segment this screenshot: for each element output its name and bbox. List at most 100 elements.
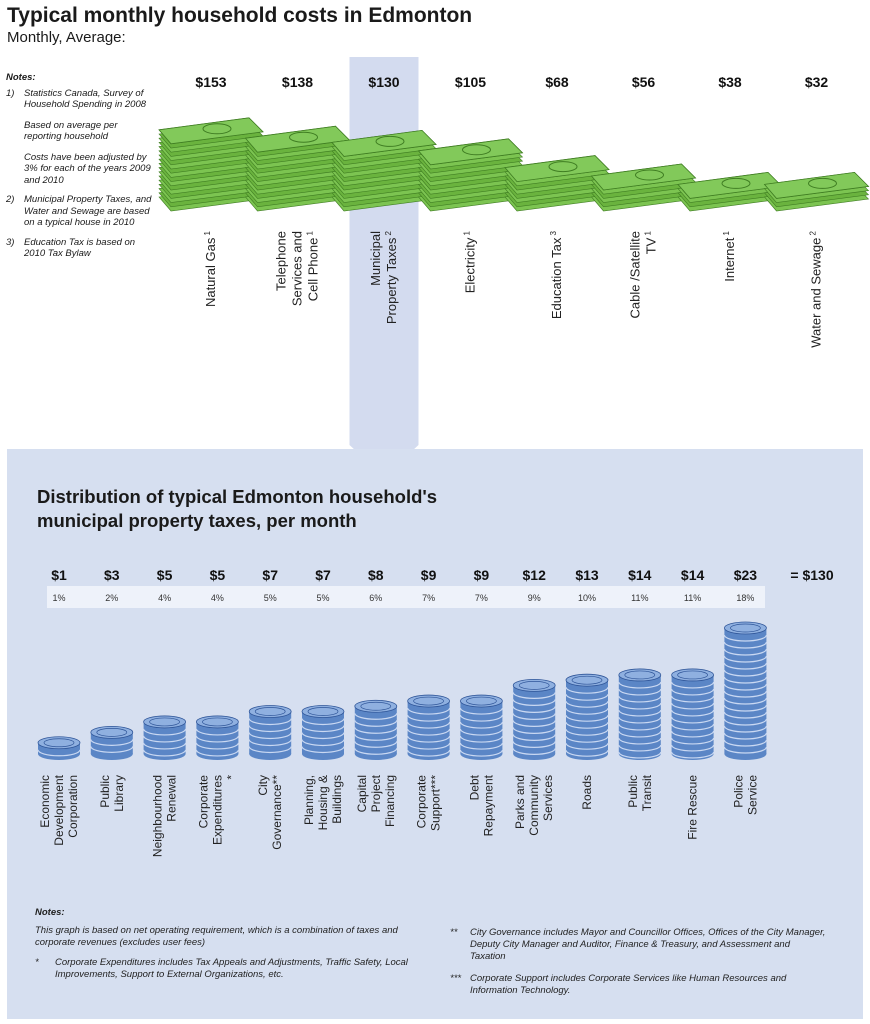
tax-value-label: $5	[210, 567, 226, 583]
tax-value-label: $13	[575, 567, 599, 583]
tax-percent-label: 10%	[578, 593, 596, 603]
tax-percent-label: 9%	[528, 593, 541, 603]
tax-value-label: $7	[262, 567, 278, 583]
cost-value-label: $138	[282, 74, 313, 90]
tax-value-label: $1	[51, 567, 67, 583]
money-stack	[590, 163, 697, 212]
tax-category-label: PublicTransit	[626, 774, 654, 811]
note-3: 3) Education Tax is based on 2010 Tax By…	[6, 237, 154, 260]
notes-heading: Notes:	[6, 72, 36, 83]
note-1: 1) Statistics Canada, Survey of Househol…	[6, 88, 154, 187]
coin-stack	[618, 668, 662, 760]
cost-value-label: $38	[718, 74, 742, 90]
tax-value-label: $23	[734, 567, 758, 583]
household-costs-chart: $153 Natural Gas 1 $138 TelephoneServices a…	[158, 57, 870, 477]
tax-category-label: NeighbourhoodRenewal	[151, 775, 179, 857]
coin-stack	[723, 621, 767, 760]
coin-stack	[37, 736, 81, 760]
cost-value-label: $32	[805, 74, 829, 90]
money-stack	[417, 138, 524, 212]
tax-category-label: PublicLibrary	[98, 775, 126, 812]
cost-value-label: $68	[545, 74, 569, 90]
tax-percent-label: 2%	[105, 593, 118, 603]
coin-stack	[248, 705, 292, 760]
property-tax-panel: Distribution of typical Edmonton househo…	[7, 449, 863, 1019]
tax-category-label: Planning,Housing &Buildings	[302, 775, 344, 830]
tax-percent-label: 11%	[631, 593, 648, 603]
cost-category-label: Natural Gas 1	[203, 230, 218, 307]
money-stack	[331, 129, 437, 212]
bottom-note-star1-mark: *	[35, 957, 39, 968]
tax-percent-label: 6%	[369, 593, 382, 603]
coin-stack	[143, 715, 187, 760]
tax-category-label: Fire Rescue	[686, 775, 700, 840]
bottom-notes-left: Notes: This graph is based on net operat…	[35, 907, 435, 987]
note-1c-text: Costs have been adjusted by 3% for each …	[24, 151, 151, 186]
cost-category-label: MunicipalProperty Taxes 2	[368, 230, 399, 324]
coin-stack	[512, 678, 556, 760]
tax-value-label: $3	[104, 567, 120, 583]
tax-category-label: Roads	[580, 775, 594, 810]
note-1a-text: Statistics Canada, Survey of Household S…	[24, 87, 147, 111]
tax-category-label: CorporateExpenditures*	[196, 775, 238, 845]
chart-title: Typical monthly household costs in Edmon…	[7, 4, 473, 27]
tax-value-label: $8	[368, 567, 384, 583]
note-2: 2) Municipal Property Taxes, and Water a…	[6, 194, 154, 229]
coin-stack	[407, 694, 451, 760]
tax-category-label: DebtRepayment	[467, 774, 495, 836]
cost-value-label: $130	[368, 74, 399, 90]
bottom-note-star1-text: Corporate Expenditures includes Tax Appe…	[55, 957, 408, 980]
tax-percent-label: 1%	[52, 593, 65, 603]
bottom-note-star3: *** Corporate Support includes Corporate…	[450, 973, 828, 997]
note-3-text: Education Tax is based on 2010 Tax Bylaw	[24, 236, 136, 260]
bottom-note-star2-mark: **	[450, 927, 458, 938]
tax-percent-label: 5%	[316, 593, 329, 603]
money-stack	[763, 171, 870, 212]
coin-stack	[195, 715, 239, 760]
note-1b-text: Based on average per reporting household	[24, 119, 118, 143]
bottom-note-star2: ** City Governance includes Mayor and Co…	[450, 927, 828, 963]
bill-portrait	[721, 177, 751, 189]
bill-portrait	[548, 161, 578, 173]
tax-value-label: $9	[474, 567, 490, 583]
tax-value-label: $14	[681, 567, 705, 583]
cost-category-label: Electricity 1	[463, 230, 478, 293]
coin-stack	[565, 673, 609, 760]
property-tax-chart: $1 1% EconomicDevelopmentCorporation $3 2% Pu…	[37, 567, 834, 857]
bottom-note-star3-text: Corporate Support includes Corporate Ser…	[470, 973, 787, 996]
note-1-number: 1)	[6, 87, 15, 99]
tax-category-label: CityGovernance**	[256, 775, 284, 850]
chart-subtitle: Monthly, Average:	[7, 29, 126, 46]
bill-portrait	[462, 144, 491, 156]
distribution-title-line2: municipal property taxes, per month	[37, 510, 357, 531]
coin-stack	[301, 705, 345, 760]
tax-percent-label: 18%	[736, 593, 754, 603]
tax-percent-label: 4%	[211, 593, 224, 603]
tax-percent-label: 7%	[422, 593, 435, 603]
coin-stack	[459, 694, 503, 760]
cost-category-label: Cable /SatelliteTV 1	[628, 230, 659, 318]
cost-value-label: $153	[195, 74, 226, 90]
tax-value-label: $14	[628, 567, 652, 583]
tax-total-label: = $130	[790, 567, 833, 583]
source-notes: Notes: 1) Statistics Canada, Survey of H…	[6, 72, 154, 268]
cost-category-label: Water and Sewage 2	[809, 230, 824, 347]
tax-percent-label: 7%	[475, 593, 488, 603]
cost-category-label: Internet 1	[722, 230, 737, 281]
coin-stack	[354, 699, 398, 760]
distribution-title: Distribution of typical Edmonton househo…	[37, 485, 437, 533]
note-3-number: 3)	[6, 236, 15, 248]
tax-value-label: $9	[421, 567, 437, 583]
tax-percent-label: 5%	[264, 593, 277, 603]
tax-value-label: $7	[315, 567, 331, 583]
tax-percent-label: 11%	[684, 593, 701, 603]
tax-category-label: PoliceService	[731, 775, 759, 815]
tax-category-label: CorporateSupport***	[415, 775, 443, 831]
bottom-note-star2-text: City Governance includes Mayor and Counc…	[470, 927, 826, 962]
bill-portrait	[808, 177, 837, 189]
cost-category-label: TelephoneServices andCell Phone 1	[274, 230, 321, 306]
cost-value-label: $56	[632, 74, 656, 90]
bill-portrait	[635, 169, 664, 181]
coin-stack	[90, 725, 134, 760]
bill-portrait	[289, 131, 318, 143]
